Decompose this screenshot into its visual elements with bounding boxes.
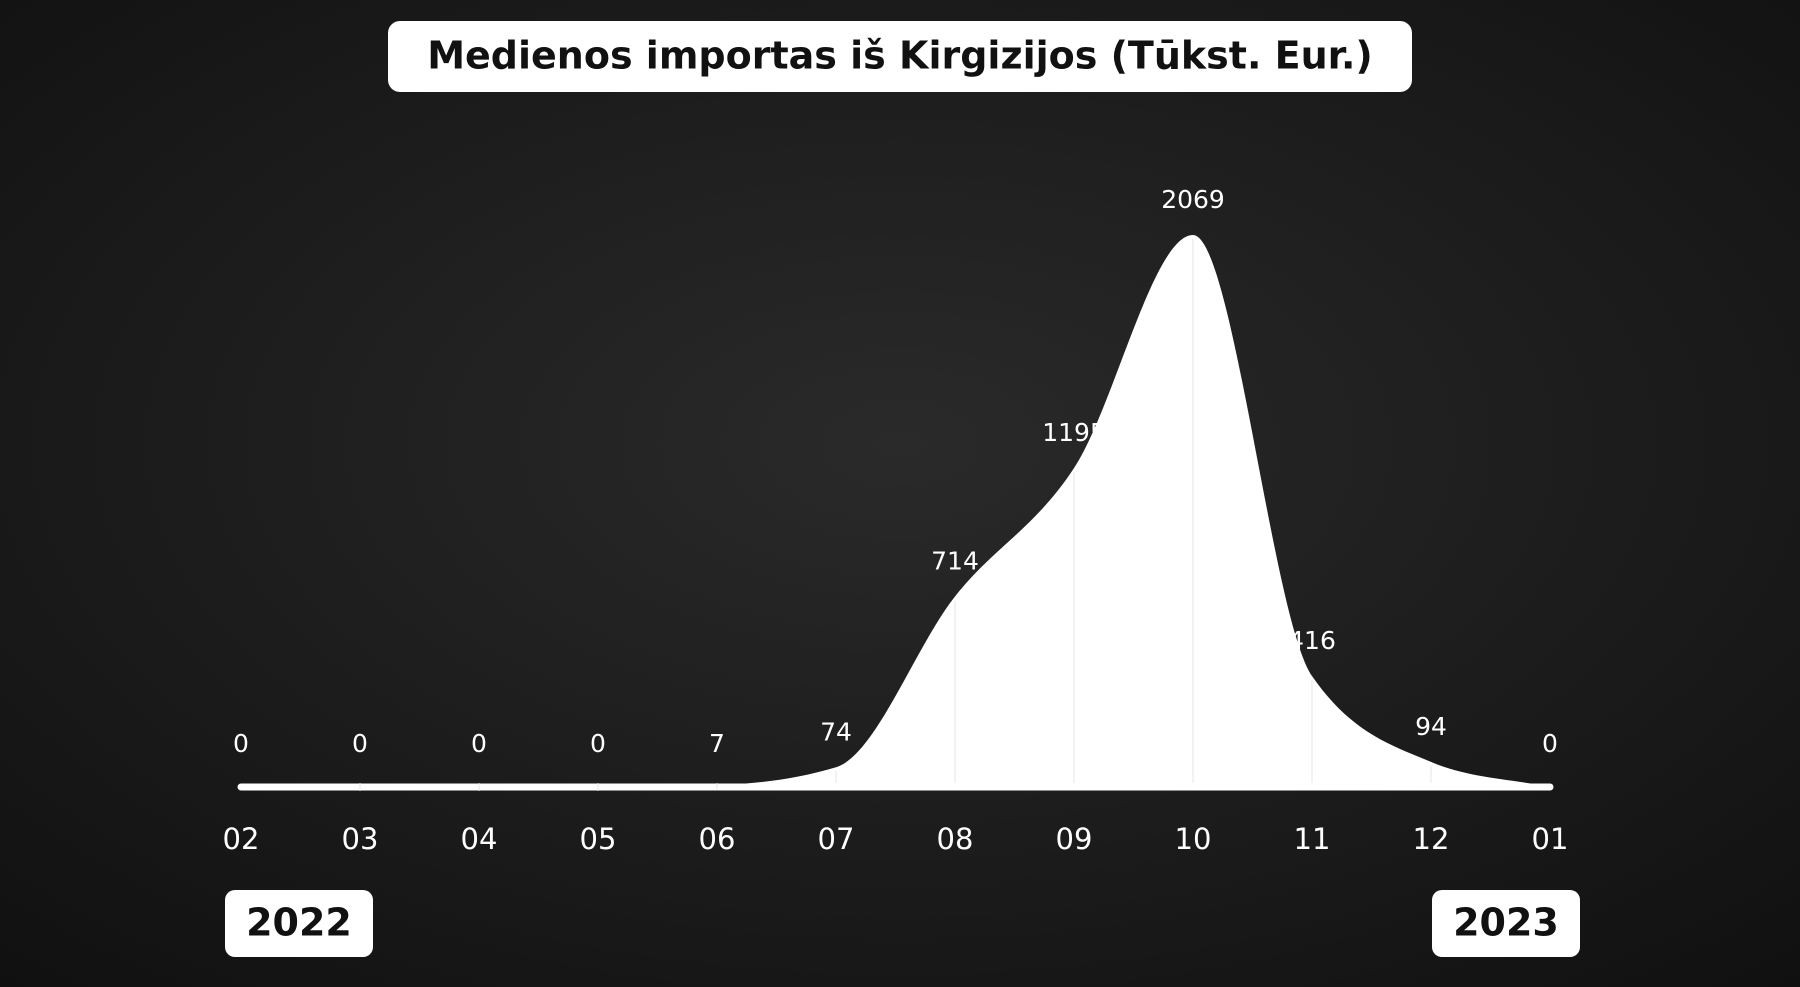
year-label: 2022 [246,901,352,945]
x-tick-label: 06 [699,822,736,856]
value-label: 0 [1542,729,1558,758]
x-tick-label: 12 [1413,822,1450,856]
value-label: 1195 [1042,418,1106,447]
x-tick-label: 04 [461,822,498,856]
x-tick-label: 09 [1056,822,1093,856]
x-tick-label: 10 [1175,822,1212,856]
value-label: 0 [471,729,487,758]
value-label: 416 [1288,626,1336,655]
year-label: 2023 [1453,901,1559,945]
value-label: 74 [820,717,852,746]
x-tick-label: 08 [937,822,974,856]
title-box [388,21,1412,92]
value-label: 0 [352,729,368,758]
value-label: 2069 [1161,185,1225,214]
value-label: 0 [233,729,249,758]
chart-title: Medienos importas iš Kirgizijos (Tūkst. … [427,34,1373,78]
value-label: 0 [590,729,606,758]
value-label: 94 [1415,712,1447,741]
area [241,235,1550,787]
x-tick-label: 01 [1532,822,1569,856]
year-box [225,890,373,957]
plot-area: 0 02 0 03 0 04 0 05 7 06 74 07 714 08 1195 09 2069 10 416 1… [223,185,1569,856]
x-tick-label: 03 [342,822,379,856]
x-tick-label: 11 [1294,822,1331,856]
year-box [1432,890,1580,957]
x-tick-label: 07 [818,822,855,856]
x-tick-label: 02 [223,822,260,856]
x-tick-label: 05 [580,822,617,856]
value-label: 714 [931,547,979,576]
value-label: 7 [709,729,725,758]
